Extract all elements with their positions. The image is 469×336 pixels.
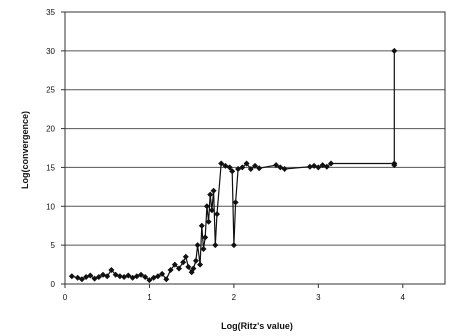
x-axis-title: Log(Ritz's value) [221,321,293,331]
y-tick-label: 15 [46,163,55,172]
data-point [176,265,182,272]
data-point [281,166,288,172]
y-tick-label: 30 [46,47,55,56]
data-point [214,211,220,218]
y-tick-label: 20 [46,125,55,134]
data-point [391,162,398,169]
data-point [68,273,75,280]
x-tick-label: 4 [401,293,406,302]
data-point [95,274,102,280]
data-point [198,222,205,229]
data-point [87,272,94,279]
y-tick-label: 25 [46,86,55,95]
x-tick-label: 1 [147,293,152,302]
data-point [230,242,237,249]
data-point [226,164,233,171]
data-point [182,253,189,260]
data-point [125,272,132,279]
data-point [108,267,115,273]
data-point [212,242,219,249]
data-point [328,160,334,167]
data-point [208,207,215,214]
data-point [273,162,280,169]
y-tick-label: 5 [51,241,56,250]
data-point [78,276,85,283]
data-point [252,162,258,169]
data-point [142,274,149,280]
data-point [229,168,236,175]
y-tick-label: 35 [46,8,55,17]
data-point [239,164,246,171]
data-point [154,273,161,280]
x-tick-label: 3 [316,293,321,302]
data-point [202,234,209,241]
data-point [171,261,178,268]
data-point [256,165,263,172]
x-tick-label: 0 [63,293,68,302]
plot-frame [64,11,446,285]
data-point [104,273,111,280]
y-axis-title: Log(convergence) [20,111,30,189]
gridlines [65,50,445,246]
data-point [247,166,254,172]
data-point [203,203,210,210]
data-point [167,267,174,273]
data-point [192,257,199,264]
data-point [391,47,398,54]
data-point [207,191,214,198]
y-tick-label: 10 [46,202,55,211]
data-point [190,265,197,272]
data-point [185,263,192,270]
data-point [159,270,166,277]
data-point [243,160,250,167]
data-point [194,242,201,249]
x-axis-ticks: 0 1 2 3 4 [63,284,406,302]
data-point [218,160,225,167]
y-tick-label: 0 [51,280,56,289]
data-point [146,277,153,284]
series-markers [68,47,398,284]
data-point [306,163,313,170]
data-point [200,246,207,252]
data-point [138,271,144,278]
y-axis-ticks: 0 5 10 15 20 25 30 35 [46,8,65,289]
data-point [163,276,170,283]
data-point [197,261,204,268]
x-tick-label: 2 [232,293,237,302]
data-point [232,199,239,206]
data-point [323,163,330,170]
data-point [210,187,217,194]
data-point [116,273,123,280]
data-point [180,259,187,266]
data-point [205,218,212,225]
data-point [315,164,322,171]
